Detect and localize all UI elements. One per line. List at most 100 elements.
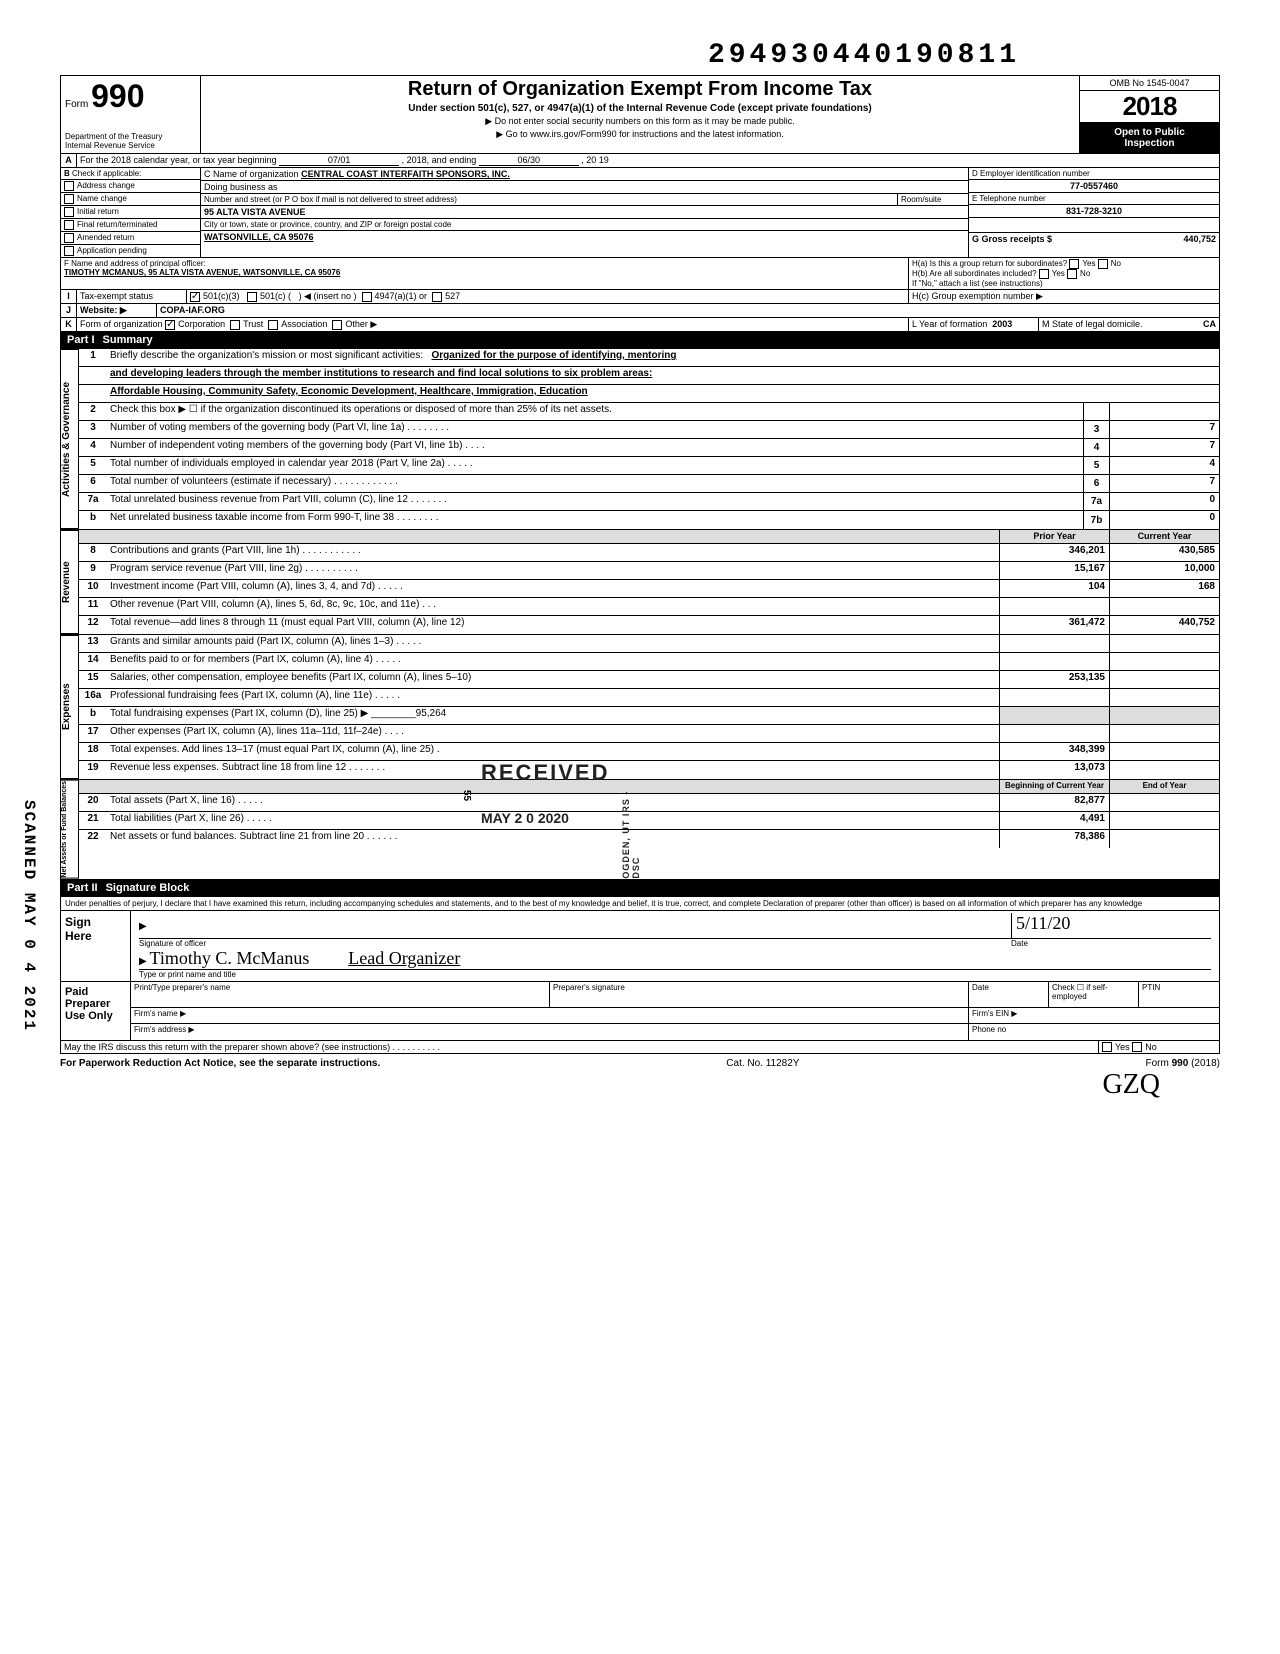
line-box [1083, 403, 1109, 420]
row-a-label: A [61, 154, 77, 167]
line-num: 8 [79, 544, 107, 561]
line-text: Benefits paid to or for members (Part IX… [107, 653, 999, 670]
i-501c3: 501(c)(3) [203, 291, 240, 301]
hb-no: No [1080, 269, 1090, 278]
line-text: Revenue less expenses. Subtract line 18 … [107, 761, 999, 779]
checkbox-corp[interactable] [165, 320, 175, 330]
ein-value: 77-0557460 [969, 180, 1219, 193]
footer-left: For Paperwork Reduction Act Notice, see … [60, 1058, 380, 1069]
prior-year-val: 348,399 [999, 743, 1109, 760]
k-assoc: Association [281, 319, 327, 329]
line-text: Other expenses (Part IX, column (A), lin… [107, 725, 999, 742]
vtab-netassets: Net Assets or Fund Balances [61, 780, 79, 879]
line-num: 10 [79, 580, 107, 597]
line-text: Professional fundraising fees (Part IX, … [107, 689, 999, 706]
checkbox-discuss-no[interactable] [1132, 1042, 1142, 1052]
ha-no: No [1111, 259, 1121, 268]
checkbox-ha-no[interactable] [1098, 259, 1108, 269]
line-text: Total number of volunteers (estimate if … [107, 475, 1083, 492]
line-box: 4 [1083, 439, 1109, 456]
line-text: Total liabilities (Part X, line 26) . . … [107, 812, 999, 829]
sign-here-label: Sign Here [61, 911, 131, 981]
discuss-text: May the IRS discuss this return with the… [61, 1041, 1099, 1054]
line-num: 14 [79, 653, 107, 670]
firm-addr-label: Firm's address ▶ [131, 1024, 969, 1040]
f-label: F Name and address of principal officer: [64, 259, 206, 268]
scanned-stamp: SCANNED MAY 0 4 2021 [20, 800, 38, 1032]
line-num: 5 [79, 457, 107, 474]
line-text: Net assets or fund balances. Subtract li… [107, 830, 999, 848]
c-street-label: Number and street (or P O box if mail is… [201, 194, 898, 205]
checkbox-assoc[interactable] [268, 320, 278, 330]
vtab-governance: Activities & Governance [61, 349, 79, 529]
line-box: 3 [1083, 421, 1109, 438]
line-box: 5 [1083, 457, 1109, 474]
checkbox-hb-no[interactable] [1067, 269, 1077, 279]
line-num: 17 [79, 725, 107, 742]
current-year-val [1109, 794, 1219, 811]
line-num: 21 [79, 812, 107, 829]
preparer-sig-label: Preparer's signature [550, 982, 969, 1007]
prior-year-hdr: Prior Year [999, 530, 1109, 543]
line-text: Number of independent voting members of … [107, 439, 1083, 456]
line-text: Net unrelated business taxable income fr… [107, 511, 1083, 529]
checkbox-4947[interactable] [362, 292, 372, 302]
k-other: Other ▶ [345, 319, 377, 329]
checkbox-other[interactable] [332, 320, 342, 330]
current-year-val: 430,585 [1109, 544, 1219, 561]
checkbox-501c[interactable] [247, 292, 257, 302]
row-k-label: K [61, 318, 77, 331]
line-num: b [79, 707, 107, 724]
prior-year-val: 346,201 [999, 544, 1109, 561]
d-label: D Employer identification number [969, 168, 1219, 180]
line-val: 7 [1109, 439, 1219, 456]
checkbox-501c3[interactable] [190, 292, 200, 302]
i-501c: 501(c) ( [260, 291, 291, 301]
prior-year-val [999, 635, 1109, 652]
state-domicile: CA [1203, 319, 1216, 329]
row-i-label: I [61, 290, 77, 303]
row-a-mid: , 2018, and ending [402, 155, 477, 165]
omb-number: OMB No 1545-0047 [1080, 76, 1219, 91]
hc-label: H(c) Group exemption number ▶ [909, 290, 1219, 303]
preparer-selfemp-label: Check ☐ if self-employed [1049, 982, 1139, 1007]
checkbox-527[interactable] [432, 292, 442, 302]
b-addr: Address change [77, 181, 135, 190]
b-name: Name change [77, 194, 127, 203]
b-final: Final return/terminated [77, 220, 157, 229]
checkbox-initial-return[interactable] [64, 207, 74, 217]
e-label: E Telephone number [969, 193, 1219, 205]
checkbox-final-return[interactable] [64, 220, 74, 230]
prior-year-val: 15,167 [999, 562, 1109, 579]
checkbox-discuss-yes[interactable] [1102, 1042, 1112, 1052]
current-year-hdr: Current Year [1109, 530, 1219, 543]
hb-note: If "No," attach a list (see instructions… [912, 279, 1216, 288]
form-title: Return of Organization Exempt From Incom… [205, 78, 1075, 101]
c-city-label: City or town, state or province, country… [201, 219, 968, 231]
checkbox-ha-yes[interactable] [1069, 259, 1079, 269]
year-formation: 2003 [992, 319, 1012, 329]
checkbox-application-pending[interactable] [64, 246, 74, 256]
current-year-val [1109, 743, 1219, 760]
checkbox-hb-yes[interactable] [1039, 269, 1049, 279]
line-num: 9 [79, 562, 107, 579]
line-val: 4 [1109, 457, 1219, 474]
form-subtitle: Under section 501(c), 527, or 4947(a)(1)… [205, 103, 1075, 114]
checkbox-address-change[interactable] [64, 181, 74, 191]
line-text: Investment income (Part VIII, column (A)… [107, 580, 999, 597]
line-text: Grants and similar amounts paid (Part IX… [107, 635, 999, 652]
checkbox-trust[interactable] [230, 320, 240, 330]
checkbox-name-change[interactable] [64, 194, 74, 204]
checkbox-amended[interactable] [64, 233, 74, 243]
public-line1: Open to Public [1082, 127, 1217, 138]
line-num: 19 [79, 761, 107, 779]
prior-year-val: 361,472 [999, 616, 1109, 634]
vtab-revenue: Revenue [61, 530, 79, 634]
end-year-hdr: End of Year [1109, 780, 1219, 793]
officer-name: Timothy C. McManus [149, 948, 309, 968]
org-city: WATSONVILLE, CA 95076 [201, 231, 968, 243]
line-val [1109, 403, 1219, 420]
form-number: 990 [91, 78, 144, 114]
line-num: 4 [79, 439, 107, 456]
prior-year-val [999, 707, 1109, 724]
